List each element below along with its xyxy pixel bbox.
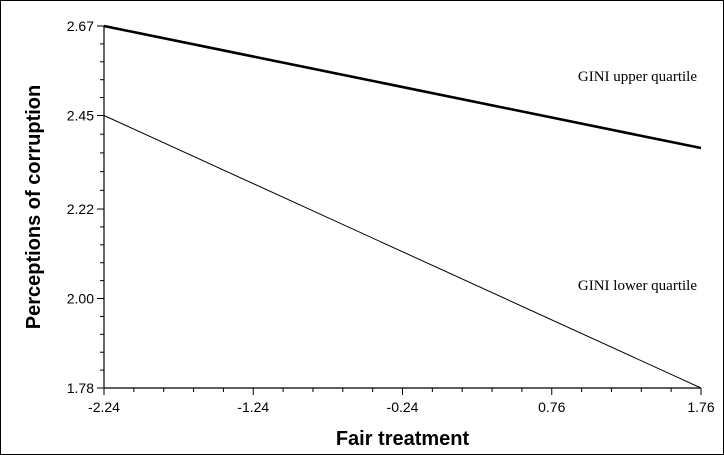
x-tick-label: -0.24	[387, 399, 419, 415]
y-tick-label: 2.22	[67, 201, 94, 217]
x-axis-title: Fair treatment	[336, 428, 470, 450]
y-tick-label: 1.78	[67, 380, 94, 396]
series-label-lower: GINI lower quartile	[578, 278, 697, 294]
x-tick-label: -2.24	[88, 399, 120, 415]
ticks	[97, 25, 702, 395]
y-axis-title: Perceptions of corruption	[23, 85, 45, 329]
series-lines	[103, 24, 702, 389]
tick-labels: 1.78 2.00 2.22 2.45 2.67 -2.24 -1.24 -0.24 0.76 1…	[67, 18, 715, 415]
series-line-gini-upper	[103, 24, 702, 150]
y-tick-label: 2.00	[67, 291, 94, 307]
series-label-upper: GINI upper quartile	[578, 69, 697, 85]
x-tick-label: 1.76	[687, 399, 714, 415]
series-line-gini-lower	[103, 115, 702, 389]
x-tick-label: 0.76	[538, 399, 565, 415]
y-tick-label: 2.45	[67, 107, 94, 123]
x-tick-label: -1.24	[237, 399, 269, 415]
y-tick-label: 2.67	[67, 18, 94, 34]
